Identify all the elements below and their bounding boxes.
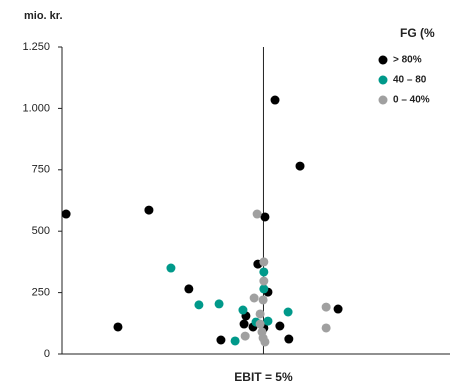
point [216, 335, 226, 345]
point [238, 305, 248, 315]
y-tick-label: 500 [32, 225, 50, 237]
point [321, 302, 331, 312]
legend-label: 40 – 80 [393, 75, 427, 86]
point [214, 299, 224, 309]
point [258, 295, 268, 305]
legend-label: 0 – 40% [393, 95, 430, 106]
legend-marker [378, 55, 388, 65]
point [239, 319, 249, 329]
point [113, 322, 123, 332]
legend-marker [378, 95, 388, 105]
point [166, 263, 176, 273]
y-axis-label: mio. kr. [24, 10, 63, 22]
point [255, 309, 265, 319]
y-tick-label: 750 [32, 164, 50, 176]
point [255, 319, 265, 329]
y-tick-label: 0 [44, 348, 50, 360]
point [144, 205, 154, 215]
point [259, 284, 269, 294]
point [275, 321, 285, 331]
point [252, 209, 262, 219]
point [259, 257, 269, 267]
legend-marker [378, 75, 388, 85]
point [333, 304, 343, 314]
point [194, 300, 204, 310]
point [249, 293, 259, 303]
point [260, 337, 270, 347]
y-tick-label: 250 [32, 287, 50, 299]
legend-title: FG (% [400, 26, 435, 40]
point [259, 276, 269, 286]
point [270, 95, 280, 105]
point [184, 284, 194, 294]
y-tick-label: 1.000 [22, 102, 50, 114]
point [321, 323, 331, 333]
x-axis-label: EBIT = 5% [234, 370, 293, 384]
point [260, 212, 270, 222]
point [283, 307, 293, 317]
point [263, 316, 273, 326]
point [284, 334, 294, 344]
point [295, 161, 305, 171]
point [259, 267, 269, 277]
point [240, 331, 250, 341]
y-tick-label: 1.250 [22, 41, 50, 53]
point [230, 336, 240, 346]
point [61, 209, 71, 219]
legend-label: > 80% [393, 55, 422, 66]
